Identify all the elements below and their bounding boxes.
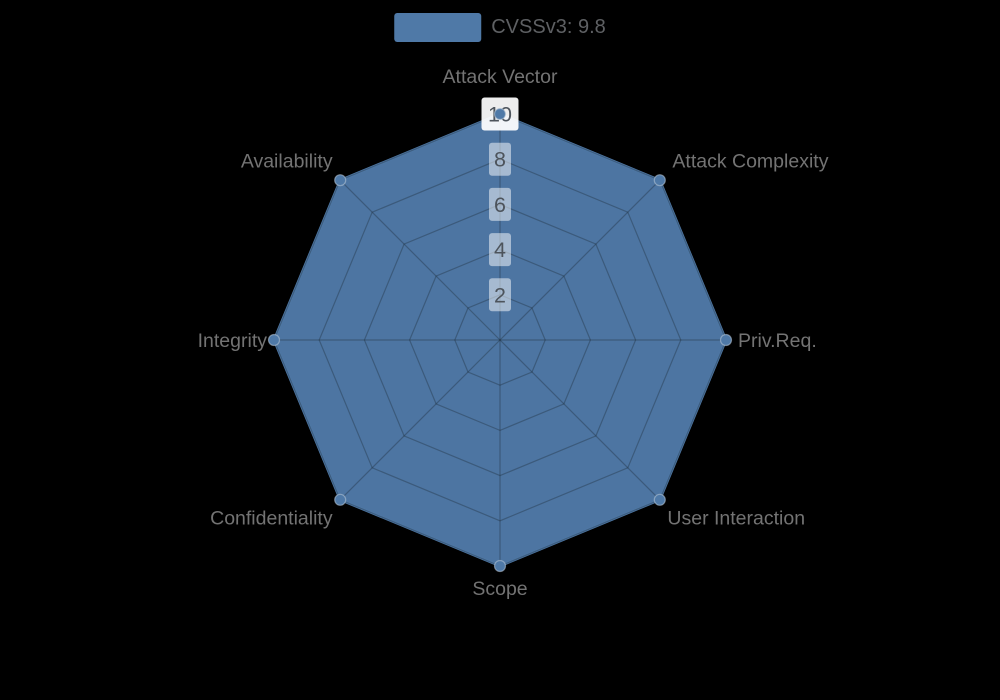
axis-label: User Interaction: [667, 507, 805, 529]
tick-label: 8: [494, 148, 506, 172]
vertex-marker: [653, 493, 666, 506]
axis-label: Priv.Req.: [738, 330, 817, 352]
radar-grid-ring: [408, 248, 592, 432]
tick-label: 6: [494, 193, 506, 217]
tick-label: 2: [494, 283, 506, 307]
tick-label: 4: [494, 238, 506, 262]
axis-label: Attack Vector: [443, 66, 558, 88]
legend-label: CVSSv3: 9.8: [491, 16, 606, 38]
vertex-marker: [653, 174, 666, 187]
vertex-marker: [493, 107, 507, 121]
vertex-marker: [334, 493, 347, 506]
axis-label: Availability: [241, 151, 333, 173]
radar-grid-ring: [454, 294, 546, 386]
axis-label: Integrity: [198, 330, 268, 352]
tick-label-box: [489, 233, 511, 267]
tick-label-box: [489, 187, 511, 221]
legend-item[interactable]: CVSSv3: 9.8: [394, 13, 606, 42]
vertex-marker: [719, 333, 733, 347]
axis-label: Confidentiality: [210, 507, 333, 529]
radar-grid-spoke: [339, 339, 501, 501]
vertex-marker: [267, 333, 281, 347]
vertex-marker: [493, 559, 507, 573]
radar-grid-ring: [363, 203, 637, 477]
radar-grid-spoke: [499, 339, 661, 501]
tick-label-box: [489, 278, 511, 312]
axis-label: Attack Complexity: [672, 151, 828, 173]
vertex-marker: [334, 174, 347, 187]
legend-swatch: [394, 13, 482, 42]
tick-label-box: [489, 142, 511, 176]
radar-grid-spoke: [499, 179, 661, 341]
radar-grid-ring: [318, 158, 682, 522]
axis-label: Scope: [472, 578, 527, 600]
radar-grid-spoke: [339, 179, 501, 341]
